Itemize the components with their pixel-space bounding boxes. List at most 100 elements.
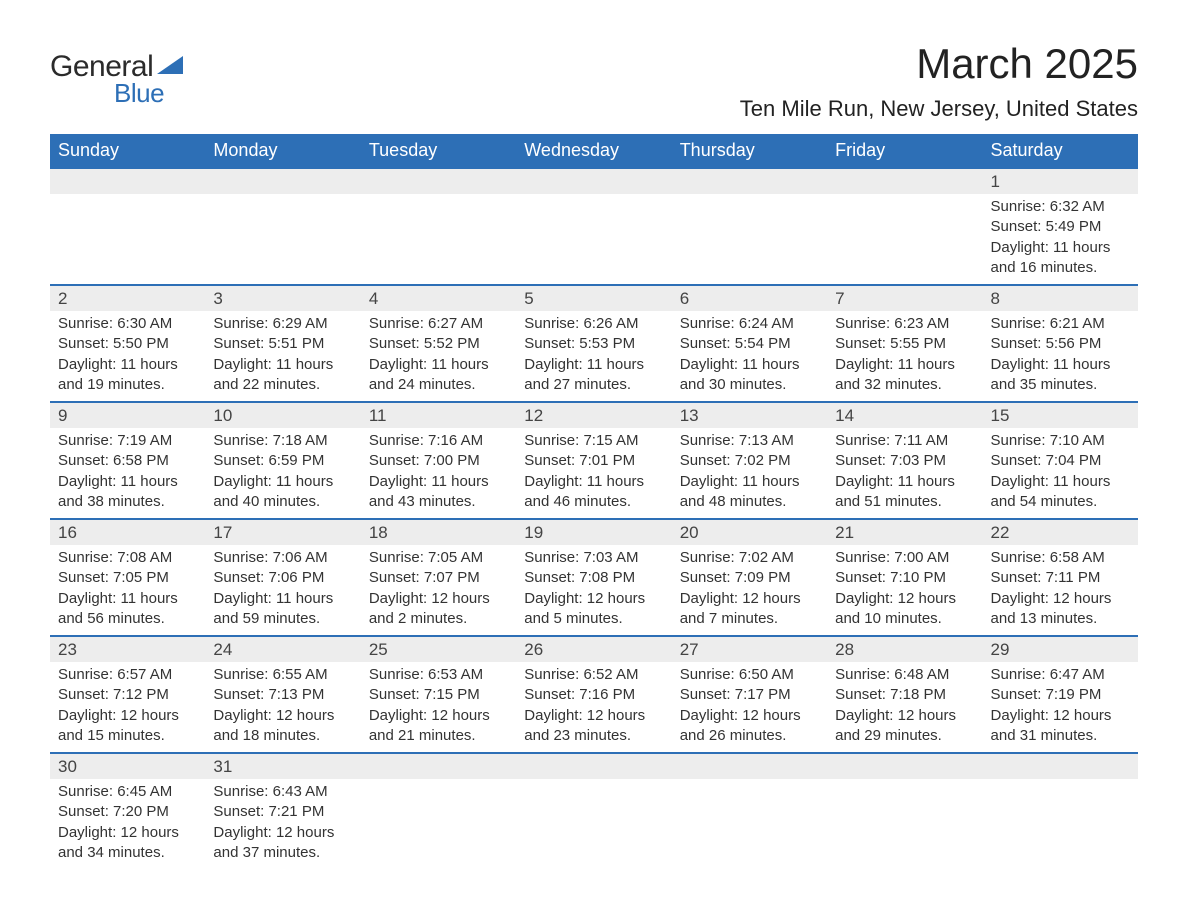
day-content-row: Sunrise: 6:30 AMSunset: 5:50 PMDaylight:…	[50, 311, 1138, 402]
day-content-cell: Sunrise: 7:05 AMSunset: 7:07 PMDaylight:…	[361, 545, 516, 636]
sunrise-text: Sunrise: 6:32 AM	[991, 197, 1130, 217]
logo-triangle-icon	[157, 56, 183, 74]
daylight-text-line2: and 21 minutes.	[369, 726, 508, 746]
day-number-row: 9101112131415	[50, 402, 1138, 428]
sunrise-text: Sunrise: 6:45 AM	[58, 782, 197, 802]
sunset-text: Sunset: 6:58 PM	[58, 451, 197, 471]
daylight-text-line2: and 13 minutes.	[991, 609, 1130, 629]
day-number-cell: 13	[672, 402, 827, 428]
day-content-cell	[361, 194, 516, 285]
day-number: 16	[50, 520, 205, 545]
day-number-cell: 28	[827, 636, 982, 662]
sunset-text: Sunset: 7:16 PM	[524, 685, 663, 705]
day-content-cell: Sunrise: 6:24 AMSunset: 5:54 PMDaylight:…	[672, 311, 827, 402]
sunrise-text: Sunrise: 6:27 AM	[369, 314, 508, 334]
calendar-table: Sunday Monday Tuesday Wednesday Thursday…	[50, 134, 1138, 869]
sunrise-text: Sunrise: 6:52 AM	[524, 665, 663, 685]
daylight-text-line2: and 18 minutes.	[213, 726, 352, 746]
day-number: 25	[361, 637, 516, 662]
day-content-cell: Sunrise: 6:53 AMSunset: 7:15 PMDaylight:…	[361, 662, 516, 753]
daylight-text-line1: Daylight: 11 hours	[58, 355, 197, 375]
page-title: March 2025	[740, 40, 1138, 88]
daylight-text-line2: and 54 minutes.	[991, 492, 1130, 512]
day-number-cell: 24	[205, 636, 360, 662]
daylight-text-line2: and 26 minutes.	[680, 726, 819, 746]
day-number-cell	[827, 753, 982, 779]
sunset-text: Sunset: 7:19 PM	[991, 685, 1130, 705]
day-content-row: Sunrise: 6:45 AMSunset: 7:20 PMDaylight:…	[50, 779, 1138, 869]
day-number: 28	[827, 637, 982, 662]
daylight-text-line2: and 59 minutes.	[213, 609, 352, 629]
day-number-cell: 15	[983, 402, 1138, 428]
sunrise-text: Sunrise: 6:53 AM	[369, 665, 508, 685]
day-number: 14	[827, 403, 982, 428]
daylight-text-line1: Daylight: 12 hours	[524, 706, 663, 726]
daylight-text-line2: and 5 minutes.	[524, 609, 663, 629]
sunset-text: Sunset: 7:20 PM	[58, 802, 197, 822]
daylight-text-line1: Daylight: 12 hours	[835, 706, 974, 726]
day-content-cell: Sunrise: 7:02 AMSunset: 7:09 PMDaylight:…	[672, 545, 827, 636]
daylight-text-line1: Daylight: 12 hours	[680, 589, 819, 609]
day-content-cell: Sunrise: 6:55 AMSunset: 7:13 PMDaylight:…	[205, 662, 360, 753]
day-content-cell	[516, 779, 671, 869]
sunrise-text: Sunrise: 7:11 AM	[835, 431, 974, 451]
daylight-text-line1: Daylight: 11 hours	[369, 472, 508, 492]
sunrise-text: Sunrise: 6:26 AM	[524, 314, 663, 334]
daylight-text-line2: and 16 minutes.	[991, 258, 1130, 278]
daylight-text-line2: and 38 minutes.	[58, 492, 197, 512]
daylight-text-line2: and 34 minutes.	[58, 843, 197, 863]
day-number-cell: 5	[516, 285, 671, 311]
sunset-text: Sunset: 7:15 PM	[369, 685, 508, 705]
sunset-text: Sunset: 5:54 PM	[680, 334, 819, 354]
sunrise-text: Sunrise: 7:10 AM	[991, 431, 1130, 451]
daylight-text-line2: and 48 minutes.	[680, 492, 819, 512]
day-number-cell	[50, 168, 205, 194]
day-number-cell	[516, 168, 671, 194]
day-content-cell: Sunrise: 7:06 AMSunset: 7:06 PMDaylight:…	[205, 545, 360, 636]
day-content-row: Sunrise: 6:32 AMSunset: 5:49 PMDaylight:…	[50, 194, 1138, 285]
day-content-cell	[827, 779, 982, 869]
day-content-cell: Sunrise: 6:21 AMSunset: 5:56 PMDaylight:…	[983, 311, 1138, 402]
sunset-text: Sunset: 5:51 PM	[213, 334, 352, 354]
day-number-cell	[361, 168, 516, 194]
daylight-text-line1: Daylight: 11 hours	[58, 589, 197, 609]
sunrise-text: Sunrise: 7:16 AM	[369, 431, 508, 451]
weekday-header: Tuesday	[361, 134, 516, 168]
daylight-text-line1: Daylight: 11 hours	[991, 238, 1130, 258]
day-content-cell	[50, 194, 205, 285]
day-content-cell: Sunrise: 6:29 AMSunset: 5:51 PMDaylight:…	[205, 311, 360, 402]
daylight-text-line2: and 2 minutes.	[369, 609, 508, 629]
day-content-cell: Sunrise: 6:45 AMSunset: 7:20 PMDaylight:…	[50, 779, 205, 869]
daylight-text-line1: Daylight: 11 hours	[213, 355, 352, 375]
day-content-cell: Sunrise: 7:18 AMSunset: 6:59 PMDaylight:…	[205, 428, 360, 519]
day-number-cell: 25	[361, 636, 516, 662]
sunrise-text: Sunrise: 6:55 AM	[213, 665, 352, 685]
day-content-cell: Sunrise: 7:16 AMSunset: 7:00 PMDaylight:…	[361, 428, 516, 519]
sunrise-text: Sunrise: 6:50 AM	[680, 665, 819, 685]
sunset-text: Sunset: 7:01 PM	[524, 451, 663, 471]
day-number-cell: 27	[672, 636, 827, 662]
day-number: 15	[983, 403, 1138, 428]
daylight-text-line2: and 19 minutes.	[58, 375, 197, 395]
day-number: 6	[672, 286, 827, 311]
calendar-body: 1Sunrise: 6:32 AMSunset: 5:49 PMDaylight…	[50, 168, 1138, 869]
logo: General Blue	[50, 50, 183, 109]
daylight-text-line2: and 37 minutes.	[213, 843, 352, 863]
day-number-cell	[516, 753, 671, 779]
day-number: 30	[50, 754, 205, 779]
daylight-text-line1: Daylight: 12 hours	[58, 706, 197, 726]
sunset-text: Sunset: 5:49 PM	[991, 217, 1130, 237]
sunrise-text: Sunrise: 7:06 AM	[213, 548, 352, 568]
day-number: 18	[361, 520, 516, 545]
day-number-cell	[672, 753, 827, 779]
day-content-cell	[983, 779, 1138, 869]
day-number-cell: 16	[50, 519, 205, 545]
sunset-text: Sunset: 5:52 PM	[369, 334, 508, 354]
day-number: 9	[50, 403, 205, 428]
sunrise-text: Sunrise: 7:02 AM	[680, 548, 819, 568]
sunset-text: Sunset: 7:13 PM	[213, 685, 352, 705]
day-number-cell: 3	[205, 285, 360, 311]
day-number-cell: 8	[983, 285, 1138, 311]
daylight-text-line2: and 22 minutes.	[213, 375, 352, 395]
daylight-text-line2: and 24 minutes.	[369, 375, 508, 395]
